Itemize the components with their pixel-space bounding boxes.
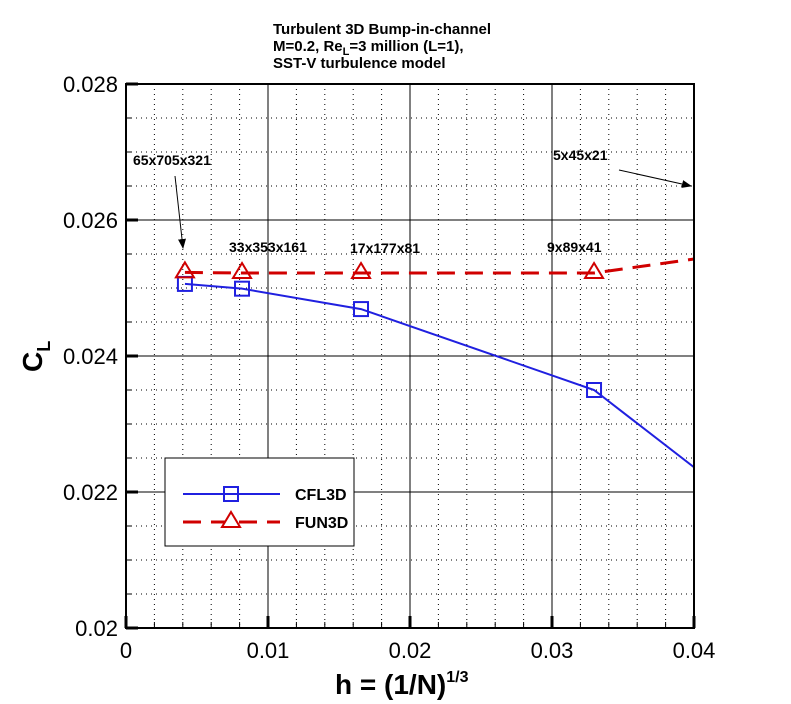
grid: [124, 82, 696, 630]
data-point-cfl3d: [586, 382, 603, 398]
y-tick-label: 0.028: [63, 72, 118, 97]
annotation-65x705x321: 65x705x321: [133, 152, 211, 168]
data-point-fun3d: [174, 260, 196, 279]
title-line-1: Turbulent 3D Bump-in-channel: [273, 21, 491, 38]
annotation-9x89x41: 9x89x41: [547, 239, 602, 255]
annotation-arrow-65x705x321: [174, 175, 186, 249]
legend-label-fun3d: FUN3D: [295, 515, 348, 532]
legend: CFL3D FUN3D: [164, 457, 355, 547]
y-axis-label: CL: [17, 341, 54, 372]
x-tick-label: 0.03: [531, 638, 574, 663]
data-point-fun3d: [350, 261, 372, 280]
legend-marker-square-icon: [223, 486, 239, 502]
x-tick-label: 0.04: [673, 638, 716, 663]
y-tick-label: 0.022: [63, 480, 118, 505]
annotation-5x45x21: 5x45x21: [553, 147, 608, 163]
series-line-cfl3d: [184, 282, 694, 469]
annotation-33x353x161: 33x353x161: [229, 239, 307, 255]
x-tick-label: 0.02: [389, 638, 432, 663]
plot-frame: [125, 83, 695, 629]
y-tick-label: 0.02: [75, 616, 118, 641]
chart-title: Turbulent 3D Bump-in-channel M=0.2, ReL=…: [273, 21, 491, 72]
y-tick-label: 0.026: [63, 208, 118, 233]
title-line-2: M=0.2, ReL=3 million (L=1),: [273, 38, 464, 58]
annotations: 65x705x321 33x353x161 17x177x81 9x89x41 …: [133, 147, 692, 256]
series-layer: [174, 257, 694, 469]
tick-labels: 0 0.01 0.02 0.03 0.04 0.02 0.022 0.024 0.026 0.02…: [63, 72, 715, 663]
legend-label-cfl3d: CFL3D: [295, 487, 347, 504]
x-tick-label: 0.01: [247, 638, 290, 663]
x-axis-label: h = (1/N)1/3: [335, 669, 469, 700]
data-point-fun3d: [231, 261, 253, 280]
data-point-cfl3d: [353, 301, 370, 318]
legend-marker-triangle-icon: [220, 510, 242, 528]
x-tick-label: 0: [120, 638, 132, 663]
title-line-3: SST-V turbulence model: [273, 55, 446, 72]
y-tick-label: 0.024: [63, 344, 118, 369]
legend-box: [164, 457, 355, 547]
data-point-fun3d: [583, 261, 605, 280]
annotation-arrow-5x45x21: [618, 169, 692, 188]
data-point-cfl3d: [234, 280, 251, 297]
annotation-17x177x81: 17x177x81: [350, 240, 420, 256]
series-line-fun3d: [184, 257, 694, 275]
